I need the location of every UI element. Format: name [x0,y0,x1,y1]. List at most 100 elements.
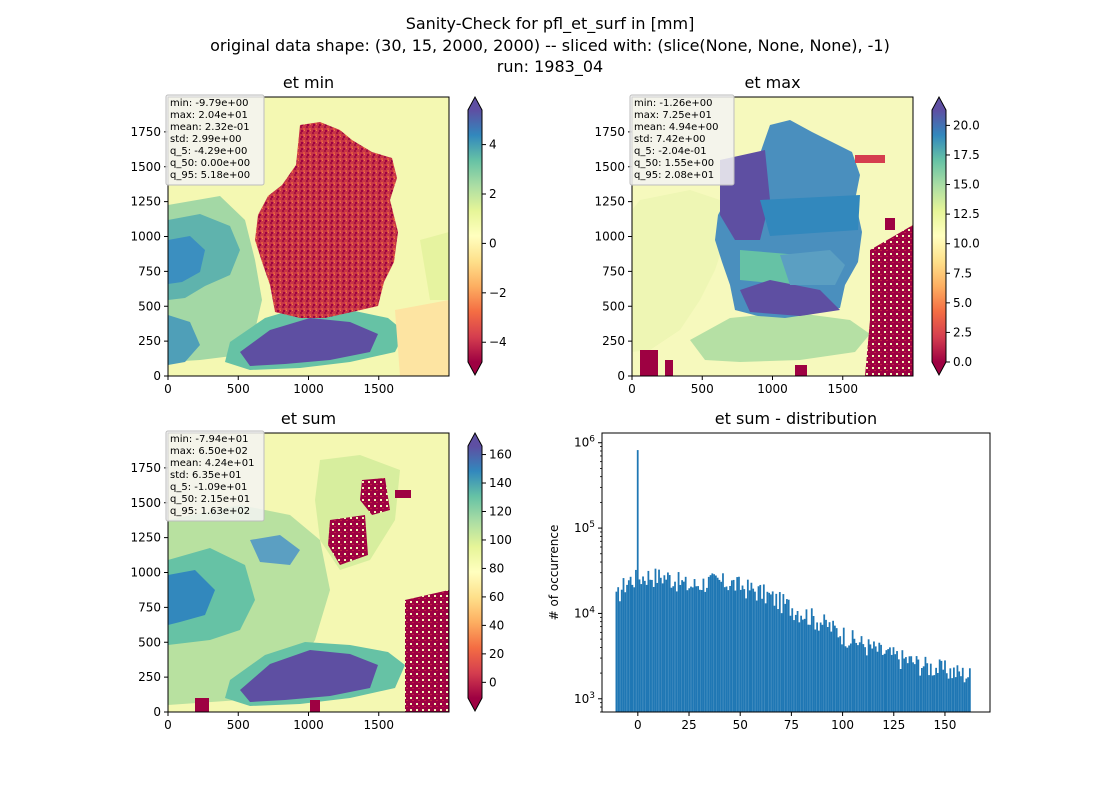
panel-et-min-stat-line: mean: 2.32e-01 [170,122,250,133]
histogram-bar [876,651,879,712]
histogram-bar [812,616,815,712]
y-tick-label: 1000 [130,566,161,580]
histogram-bar [757,586,760,712]
x-tick-label: 150 [934,718,957,732]
histogram-bar [906,663,909,712]
y-tick-label: 1750 [594,125,625,139]
y-tick-label: 500 [602,299,625,313]
histogram-bar [720,581,723,712]
histogram-bar [683,581,685,712]
colorbar-tick-label: −4 [489,335,507,349]
panel-et-max-axes: 0 500 1000 1500 0 250 500 750 1000 1250 1500 1750 [594,125,858,396]
panel-et-min-colorbar: −4 −2 0 2 4 [467,95,507,377]
panel-et-sum-stat-line: min: -7.94e+01 [170,434,249,445]
histogram-bar [643,580,646,712]
histogram-bar [734,590,737,712]
histogram-bar [741,585,744,712]
panel-et-min-stats-box: min: -9.79e+00 max: 2.04e+01 mean: 2.32e… [165,94,265,186]
histogram-bar [752,588,755,712]
histogram-bar [677,572,680,712]
y-tick-label: 750 [138,264,161,278]
histogram-bar [933,675,936,712]
histogram-bar [659,577,662,712]
histogram-bar [754,591,756,712]
histogram-bar [873,641,875,712]
histogram-bar [944,660,946,712]
histogram-bar [743,589,746,712]
histogram-bars [615,450,971,712]
histogram-bar [713,574,715,712]
x-tick-label: 125 [882,718,905,732]
histogram-bar [716,577,719,712]
histogram-bar [919,675,922,712]
histogram-bar [732,579,735,712]
histogram-bar [768,592,771,712]
histogram-bar [698,589,701,712]
x-tick-label: 100 [831,718,854,732]
panel-et-min-stat-line: min: -9.79e+00 [170,98,249,109]
panel-et-sum-axes: 0 500 1000 1500 0 250 500 750 1000 1250 1500 1750 [130,461,394,732]
histogram-bar [736,577,739,712]
histogram-bar [762,584,765,712]
panel-et-sum-stats-box: min: -7.94e+01 max: 6.50e+02 mean: 4.24e… [165,430,265,522]
histogram-bar [761,598,763,712]
histogram-bar [718,579,721,712]
histogram-bar [755,600,758,712]
colorbar-tick-label: 120 [489,504,512,518]
y-tick-label: 500 [138,299,161,313]
panel-et-min-stat-line: max: 2.04e+01 [170,110,248,121]
histogram-bar [651,579,653,712]
colorbar-tick-label: 4 [489,138,497,152]
histogram-bar [802,619,804,712]
histogram-bar [745,598,747,712]
histogram-bar [924,656,927,712]
histogram-bar [791,608,794,712]
histogram-bar [654,568,657,712]
figure-suptitle-line-3: run: 1983_04 [497,57,603,77]
histogram-bar [642,576,644,712]
panel-et-min-heatmap [168,97,449,376]
y-tick-label: 1000 [130,230,161,244]
histogram-bar [814,629,817,712]
colorbar-tick-label: 0 [489,675,497,689]
colorbar-tick-label: 2.5 [953,325,972,339]
histogram-bar [883,653,886,712]
colorbar-tick-label: 140 [489,476,512,490]
histogram-bar [706,587,708,712]
histogram-bar [858,642,861,712]
panel-et-max-stat-line: mean: 4.94e+00 [634,122,718,133]
histogram-bar [748,590,751,712]
x-tick-label: 1000 [757,382,788,396]
histogram-bar [818,630,820,712]
histogram-bar [629,576,632,712]
x-tick-label: 0 [164,382,172,396]
histogram-bar [631,584,634,712]
histogram-bar [956,665,959,712]
histogram-bar [803,618,806,712]
x-tick-label: 500 [691,382,714,396]
y-tick-label: 0 [617,369,625,383]
panel-distribution-axes: 0 25 50 75 100 125 150 103 104 105 106 [574,435,956,732]
histogram-bar [725,586,728,712]
histogram-bar [691,587,694,712]
histogram-bar [929,663,932,712]
panel-et-max-stat-line: min: -1.26e+00 [634,98,713,109]
histogram-bar [786,599,788,712]
y-tick-label: 103 [574,691,595,706]
panel-et-sum-stat-line: q_95: 1.63e+02 [170,506,250,517]
histogram-bar [947,678,950,712]
histogram-bar [800,615,803,712]
histogram-bar [915,656,918,712]
histogram-bar [681,580,684,712]
histogram-bar [773,605,776,712]
histogram-bar [626,584,628,712]
figure-suptitle-line-2: original data shape: (30, 15, 2000, 2000… [210,36,890,55]
histogram-bar [917,659,920,712]
panel-et-sum-title: et sum [281,409,336,428]
y-tick-label: 105 [574,520,595,535]
colorbar-tick-label: 0.0 [953,355,972,369]
histogram-bar [897,659,900,712]
y-tick-label: 1500 [130,496,161,510]
histogram-bar [952,667,955,712]
histogram-bar [942,669,945,712]
